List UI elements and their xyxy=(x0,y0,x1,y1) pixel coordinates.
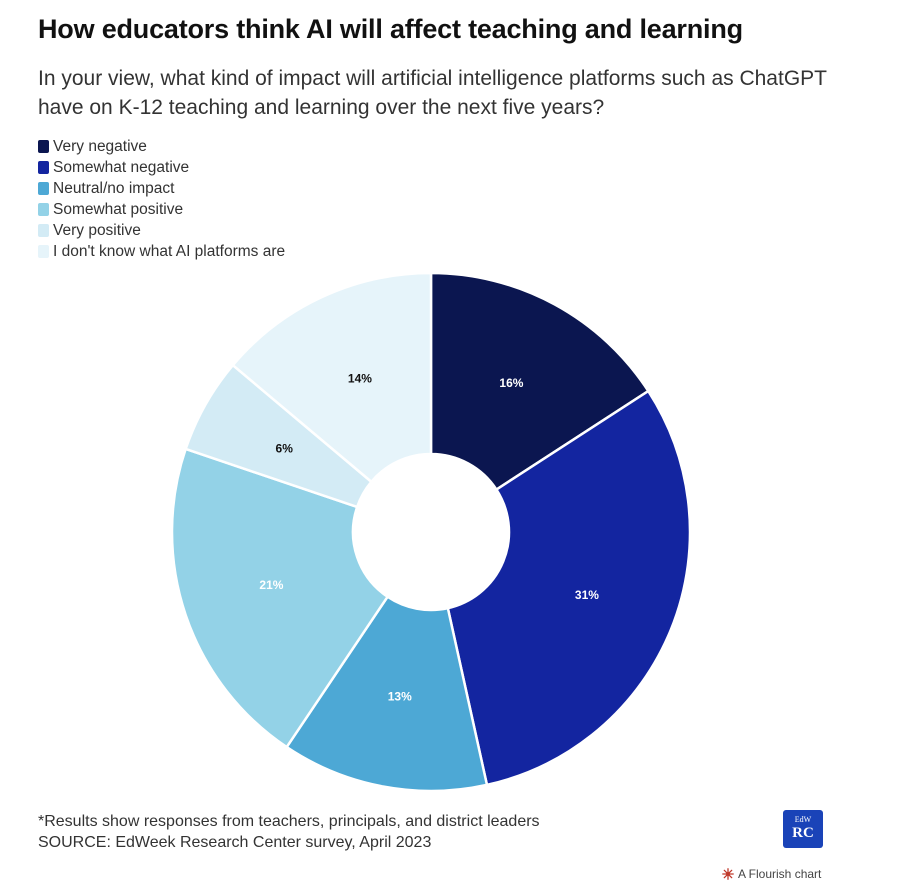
legend-item: Very positive xyxy=(38,220,285,241)
legend-item: Somewhat positive xyxy=(38,199,285,220)
slice-value-label: 13% xyxy=(388,690,412,704)
footnote-source: SOURCE: EdWeek Research Center survey, A… xyxy=(38,834,432,851)
slice-value-label: 16% xyxy=(499,376,523,390)
donut-slice[interactable] xyxy=(231,271,433,484)
legend-item: Very negative xyxy=(38,136,285,157)
donut-slice[interactable] xyxy=(285,595,489,793)
legend-label: Neutral/no impact xyxy=(53,179,175,197)
donut-slice[interactable] xyxy=(170,447,389,749)
footnote: *Results show responses from teachers, p… xyxy=(38,811,540,853)
slice-value-label: 21% xyxy=(259,578,283,592)
chart-subtitle: In your view, what kind of impact will a… xyxy=(38,67,827,119)
flourish-label: A Flourish chart xyxy=(738,867,822,881)
legend-label: Very negative xyxy=(53,137,147,155)
legend-item: Neutral/no impact xyxy=(38,178,285,199)
donut-slice[interactable] xyxy=(446,389,692,787)
donut-slice[interactable] xyxy=(429,271,650,491)
legend-swatch xyxy=(38,203,49,216)
legend-item: I don't know what AI platforms are xyxy=(38,241,285,262)
logo-top-text: EdW xyxy=(794,815,812,824)
footnote-note: *Results show responses from teachers, p… xyxy=(38,813,540,830)
legend-swatch xyxy=(38,224,49,237)
legend-swatch xyxy=(38,182,49,195)
legend-label: I don't know what AI platforms are xyxy=(53,242,286,260)
legend-item: Somewhat negative xyxy=(38,157,285,178)
legend-swatch xyxy=(38,140,49,153)
legend-label: Somewhat negative xyxy=(53,158,190,176)
slice-value-label: 14% xyxy=(348,371,372,385)
legend: Very negative Somewhat negative Neutral/no… xyxy=(38,136,285,262)
flourish-burst-icon xyxy=(722,868,734,880)
slice-value-label: 31% xyxy=(575,588,599,602)
legend-swatch xyxy=(38,161,49,174)
legend-label: Very positive xyxy=(53,221,141,239)
legend-swatch xyxy=(38,245,49,258)
legend-label: Somewhat positive xyxy=(53,200,184,218)
flourish-credit-link[interactable]: A Flourish chart xyxy=(722,867,821,881)
chart-title: How educators think AI will affect teach… xyxy=(38,14,743,44)
slice-value-label: 6% xyxy=(276,441,294,455)
edweek-research-center-logo[interactable]: EdW RC xyxy=(783,810,823,848)
logo-bottom-text: RC xyxy=(792,825,814,841)
